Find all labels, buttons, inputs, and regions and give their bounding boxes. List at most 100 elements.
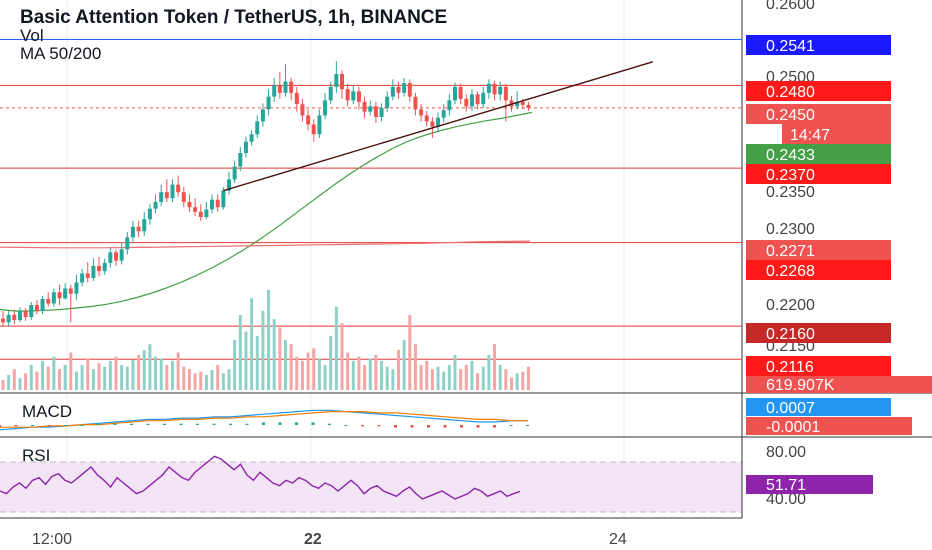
volume-bar [453, 355, 457, 390]
volume-bar [430, 369, 434, 390]
candle-body [1, 318, 5, 323]
volume-bar [317, 358, 321, 390]
level-tag-label: 0.2370 [766, 167, 815, 184]
macd-histogram-bar [0, 425, 1, 428]
candle-body [255, 121, 260, 135]
candle-body [193, 207, 198, 212]
volume-bar [504, 369, 508, 390]
signal-tag-box [746, 417, 912, 435]
volume-bar [510, 377, 513, 390]
candle-body [153, 201, 158, 209]
macd-histogram-bar [196, 423, 199, 425]
macd-histogram-bar [443, 425, 447, 428]
volume-bar [436, 366, 440, 390]
macd-histogram-bar [113, 423, 117, 425]
volume-bar [108, 360, 112, 390]
signal-line [0, 411, 528, 428]
candle-body [198, 211, 203, 217]
candle-body [481, 92, 486, 105]
candle-body [102, 262, 107, 272]
candle-body [204, 209, 209, 217]
time-axis[interactable]: 12:00 22 24 [32, 531, 627, 548]
macd-histogram-bar [427, 425, 430, 428]
volume-bar [261, 310, 265, 390]
ma200-tag-label: 0.2268 [766, 263, 815, 280]
volume-tag-label: 619.907K [766, 377, 835, 394]
candle-body [97, 265, 102, 272]
volume-bar [29, 365, 33, 390]
macd-plot [0, 409, 529, 431]
macd-histogram-bar [31, 425, 34, 426]
volume-bar [69, 352, 73, 390]
time-tick-label: 24 [609, 531, 627, 548]
volume-bar [187, 369, 191, 390]
volume-bar [233, 340, 237, 390]
candle-body [520, 101, 525, 105]
trendline-segment [223, 61, 654, 192]
volume-bar [459, 369, 463, 390]
candle-body [130, 226, 135, 238]
trendline[interactable] [223, 61, 654, 192]
volume-bar [476, 373, 480, 390]
level-tag-box [746, 240, 891, 260]
volume-bar [24, 373, 28, 390]
volume-bar [154, 356, 158, 390]
candle-body [424, 115, 429, 122]
volume-bar [35, 371, 39, 390]
candle-body [413, 96, 418, 110]
ma50-tag-label: 0.2433 [766, 147, 815, 164]
candle-body [34, 305, 39, 312]
volume-bar [397, 350, 400, 390]
candle-body [356, 91, 361, 102]
candle-body [215, 199, 220, 208]
macd-histogram-bar [146, 423, 150, 425]
volume-bar [481, 366, 485, 390]
candle-body [68, 288, 73, 294]
macd-histogram-bar [163, 423, 166, 425]
volume-bar [171, 360, 174, 390]
candle-body [57, 292, 62, 299]
candle-body [125, 237, 130, 250]
candle-body [17, 311, 22, 321]
volume-bar [306, 352, 310, 390]
volume-bar [46, 366, 50, 390]
candle-body [419, 109, 424, 116]
candle-body [390, 86, 395, 97]
ma-legend: MA 50/200 [20, 44, 101, 63]
candle-body [300, 104, 305, 116]
macd-histogram-bar [278, 422, 282, 425]
candle-body [351, 91, 356, 101]
macd-histogram-bar [410, 425, 414, 428]
volume-bar [515, 373, 519, 390]
level-tag-label: 0.2160 [766, 326, 815, 343]
rsi-tick-label: 80.00 [766, 444, 806, 461]
candle-body [164, 192, 169, 199]
volume-bar [114, 356, 118, 390]
candle-body [402, 83, 407, 93]
candle-body [51, 292, 56, 304]
macd-histogram-bar [14, 425, 18, 427]
horizontal-levels[interactable] [0, 38, 742, 360]
volume-bar [295, 356, 299, 390]
candle-body [498, 86, 503, 95]
candle-body [323, 100, 328, 116]
candle-body [232, 166, 237, 180]
macd-histogram-bar [179, 423, 183, 425]
candle-body [469, 94, 474, 107]
candle-body [147, 208, 152, 220]
volume-bar [63, 365, 67, 390]
candle-body [464, 98, 469, 107]
ma200-line [0, 240, 531, 249]
macd-histogram-bar [311, 422, 315, 425]
volume-bar [176, 352, 180, 390]
candle-body [311, 124, 316, 135]
candle-body [114, 252, 118, 261]
macd-histogram-bar [245, 423, 249, 425]
macd-histogram-bar [509, 425, 513, 426]
candle-body [345, 89, 350, 101]
volume-bar [391, 369, 395, 390]
candle-body [441, 110, 446, 118]
volume-bar [97, 363, 101, 390]
volume-bar [272, 319, 276, 390]
